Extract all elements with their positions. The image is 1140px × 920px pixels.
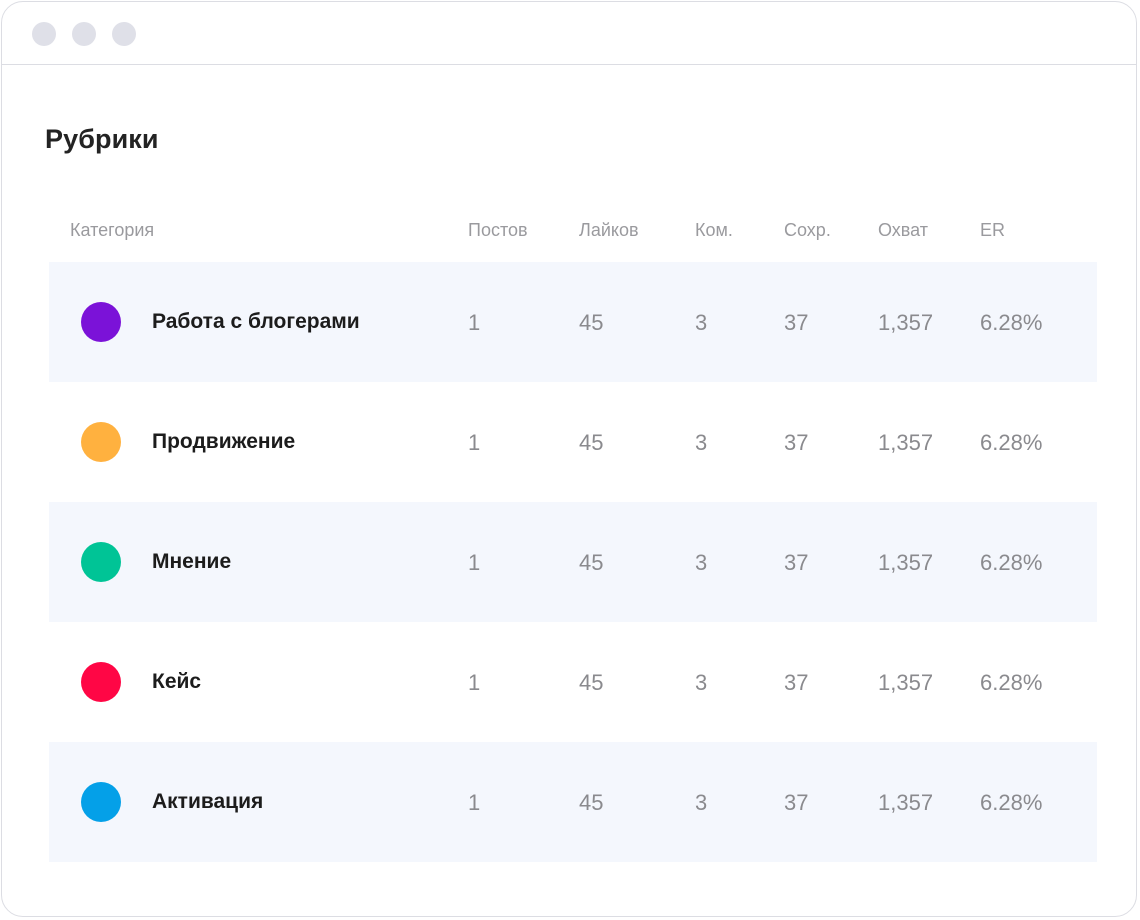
comments-value: 3 <box>695 310 708 335</box>
category-color-icon <box>81 542 121 582</box>
posts-value: 1 <box>468 670 481 695</box>
window-titlebar <box>2 2 1136 65</box>
category-color-icon <box>81 662 121 702</box>
reach-value: 1,357 <box>878 310 934 335</box>
category-name: Мнение <box>152 550 232 573</box>
likes-value: 45 <box>579 550 604 575</box>
likes-value: 45 <box>579 430 604 455</box>
table-header: Категория Постов Лайков Ком. Сохр. Охват… <box>49 202 1097 262</box>
saves-value: 37 <box>784 670 809 695</box>
er-value: 6.28% <box>980 670 1043 695</box>
category-name: Работа с блогерами <box>152 310 360 333</box>
page-title: Рубрики <box>45 124 159 154</box>
window-dot-icon[interactable] <box>32 22 56 46</box>
er-value: 6.28% <box>980 310 1043 335</box>
er-value: 6.28% <box>980 430 1043 455</box>
saves-value: 37 <box>784 550 809 575</box>
column-header-posts[interactable]: Постов <box>468 220 528 240</box>
saves-value: 37 <box>784 790 809 815</box>
posts-value: 1 <box>468 550 481 575</box>
table-row[interactable]: Работа с блогерами 1 45 3 37 1,357 6.28% <box>49 262 1097 382</box>
category-name: Продвижение <box>152 430 296 453</box>
table-row[interactable]: Мнение 1 45 3 37 1,357 6.28% <box>49 502 1097 622</box>
window-dot-icon[interactable] <box>72 22 96 46</box>
likes-value: 45 <box>579 670 604 695</box>
likes-value: 45 <box>579 790 604 815</box>
posts-value: 1 <box>468 430 481 455</box>
category-color-icon <box>81 422 121 462</box>
column-header-er[interactable]: ER <box>980 220 1006 240</box>
table-row[interactable]: Кейс 1 45 3 37 1,357 6.28% <box>49 622 1097 742</box>
er-value: 6.28% <box>980 550 1043 575</box>
posts-value: 1 <box>468 310 481 335</box>
column-header-likes[interactable]: Лайков <box>579 220 639 240</box>
column-header-reach[interactable]: Охват <box>878 220 929 240</box>
category-name: Активация <box>152 790 264 813</box>
er-value: 6.28% <box>980 790 1043 815</box>
comments-value: 3 <box>695 670 708 695</box>
saves-value: 37 <box>784 430 809 455</box>
reach-value: 1,357 <box>878 670 934 695</box>
column-header-saves[interactable]: Сохр. <box>784 220 831 240</box>
column-header-comments[interactable]: Ком. <box>695 220 733 240</box>
saves-value: 37 <box>784 310 809 335</box>
category-name: Кейс <box>152 670 202 693</box>
reach-value: 1,357 <box>878 790 934 815</box>
comments-value: 3 <box>695 430 708 455</box>
category-color-icon <box>81 302 121 342</box>
comments-value: 3 <box>695 790 708 815</box>
category-color-icon <box>81 782 121 822</box>
table-row[interactable]: Продвижение 1 45 3 37 1,357 6.28% <box>49 382 1097 502</box>
posts-value: 1 <box>468 790 481 815</box>
table-row[interactable]: Активация 1 45 3 37 1,357 6.28% <box>49 742 1097 862</box>
column-header-category[interactable]: Категория <box>70 220 155 240</box>
window-dot-icon[interactable] <box>112 22 136 46</box>
comments-value: 3 <box>695 550 708 575</box>
likes-value: 45 <box>579 310 604 335</box>
reach-value: 1,357 <box>878 550 934 575</box>
reach-value: 1,357 <box>878 430 934 455</box>
categories-table: Категория Постов Лайков Ком. Сохр. Охват… <box>49 202 1097 862</box>
